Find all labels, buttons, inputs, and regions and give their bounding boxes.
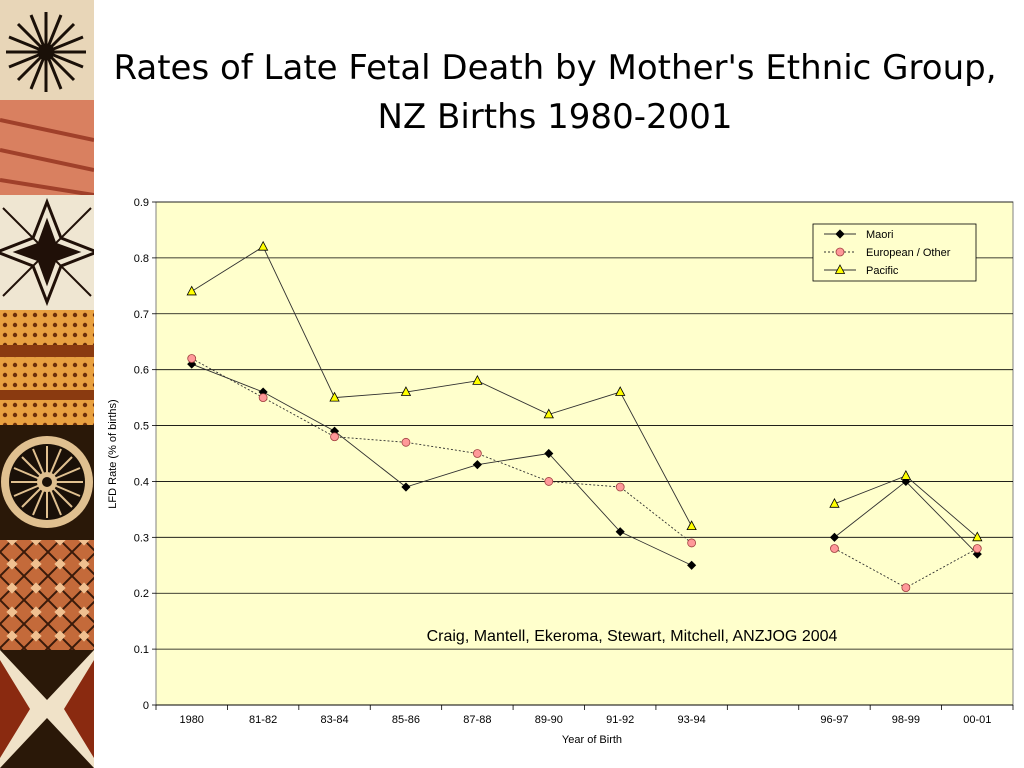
point-1-11 [972,544,982,553]
star-motif [0,197,94,307]
point-2-4 [472,374,483,385]
x-tick-label-9: 96-97 [820,714,848,726]
point-2-9 [829,497,840,508]
y-tick-label-5: 0.5 [134,421,149,433]
point-0-6 [615,527,625,537]
point-2-11 [972,531,983,542]
x-tick-label-5: 89-90 [535,714,563,726]
y-tick-label-0: 0 [143,700,149,712]
y-tick-label-7: 0.7 [134,309,149,321]
x-tick-label-0: 1980 [179,714,203,726]
point-0-3 [401,482,411,492]
point-1-4 [472,449,482,458]
plot-area [155,201,1014,706]
point-2-2 [329,391,340,402]
point-0-10 [901,476,911,487]
x-tick-label-7: 93-94 [678,714,706,726]
point-0-7 [687,560,697,570]
legend-marker-0 [835,229,845,239]
point-1-7 [687,538,697,548]
x-tick-label-6: 91-92 [606,714,634,726]
point-0-9 [829,532,840,542]
point-2-1 [257,240,269,251]
x-tick-label-11: 00-01 [963,714,991,726]
series-line-0-0 [191,363,692,566]
legend-label-2: Pacific [866,265,899,277]
point-2-7 [686,520,697,531]
sunburst-motif [6,12,86,92]
y-tick-label-1: 0.1 [134,644,149,656]
legend-marker-2 [834,264,846,274]
point-2-3 [400,386,412,396]
legend-marker-1 [835,247,845,257]
point-1-10 [901,583,911,593]
sun-motif [1,436,93,528]
line-chart: 0 0.1 0.2 0.3 0.4 0.5 0.6 0.7 0.8 0.9 1980 81-82 83… [107,197,1014,746]
tapa-cloth-decoration [0,0,94,768]
y-axis-label: LFD Rate (% of births) [107,399,119,508]
y-tick-label-9: 0.9 [134,197,149,209]
y-tick-label-8: 0.8 [134,253,149,265]
x-axis-label: Year of Birth [562,734,622,746]
y-tick-label-3: 0.3 [134,532,149,544]
y-tick-label-6: 0.6 [134,365,149,377]
legend: Maori European / Other Pacific [812,223,977,282]
y-tick-label-4: 0.4 [134,476,149,488]
legend-label-1: European / Other [866,247,951,259]
point-1-1 [258,393,268,403]
point-2-10 [900,470,912,480]
point-2-5 [543,408,554,419]
x-tick-label-10: 98-99 [892,714,920,726]
point-1-3 [401,437,411,447]
legend-label-0: Maori [866,229,894,241]
y-tick-label-2: 0.2 [134,588,149,600]
point-1-9 [830,544,839,553]
series-line-2-0 [191,246,693,527]
point-1-0 [187,354,197,363]
x-tick-label-2: 83-84 [320,714,348,726]
point-1-5 [544,477,554,486]
slide-title: Rates of Late Fetal Death by Mother's Et… [113,48,997,137]
source-annotation: Craig, Mantell, Ekeroma, Stewart, Mitche… [427,628,838,645]
x-tick-label-3: 85-86 [392,714,420,726]
point-1-6 [615,482,625,492]
x-tick-label-1: 81-82 [249,714,277,726]
point-2-0 [186,285,197,296]
point-0-4 [472,460,482,470]
point-0-5 [544,448,554,459]
point-1-2 [330,432,339,442]
point-2-6 [615,386,626,396]
x-tick-label-4: 87-88 [463,714,491,726]
